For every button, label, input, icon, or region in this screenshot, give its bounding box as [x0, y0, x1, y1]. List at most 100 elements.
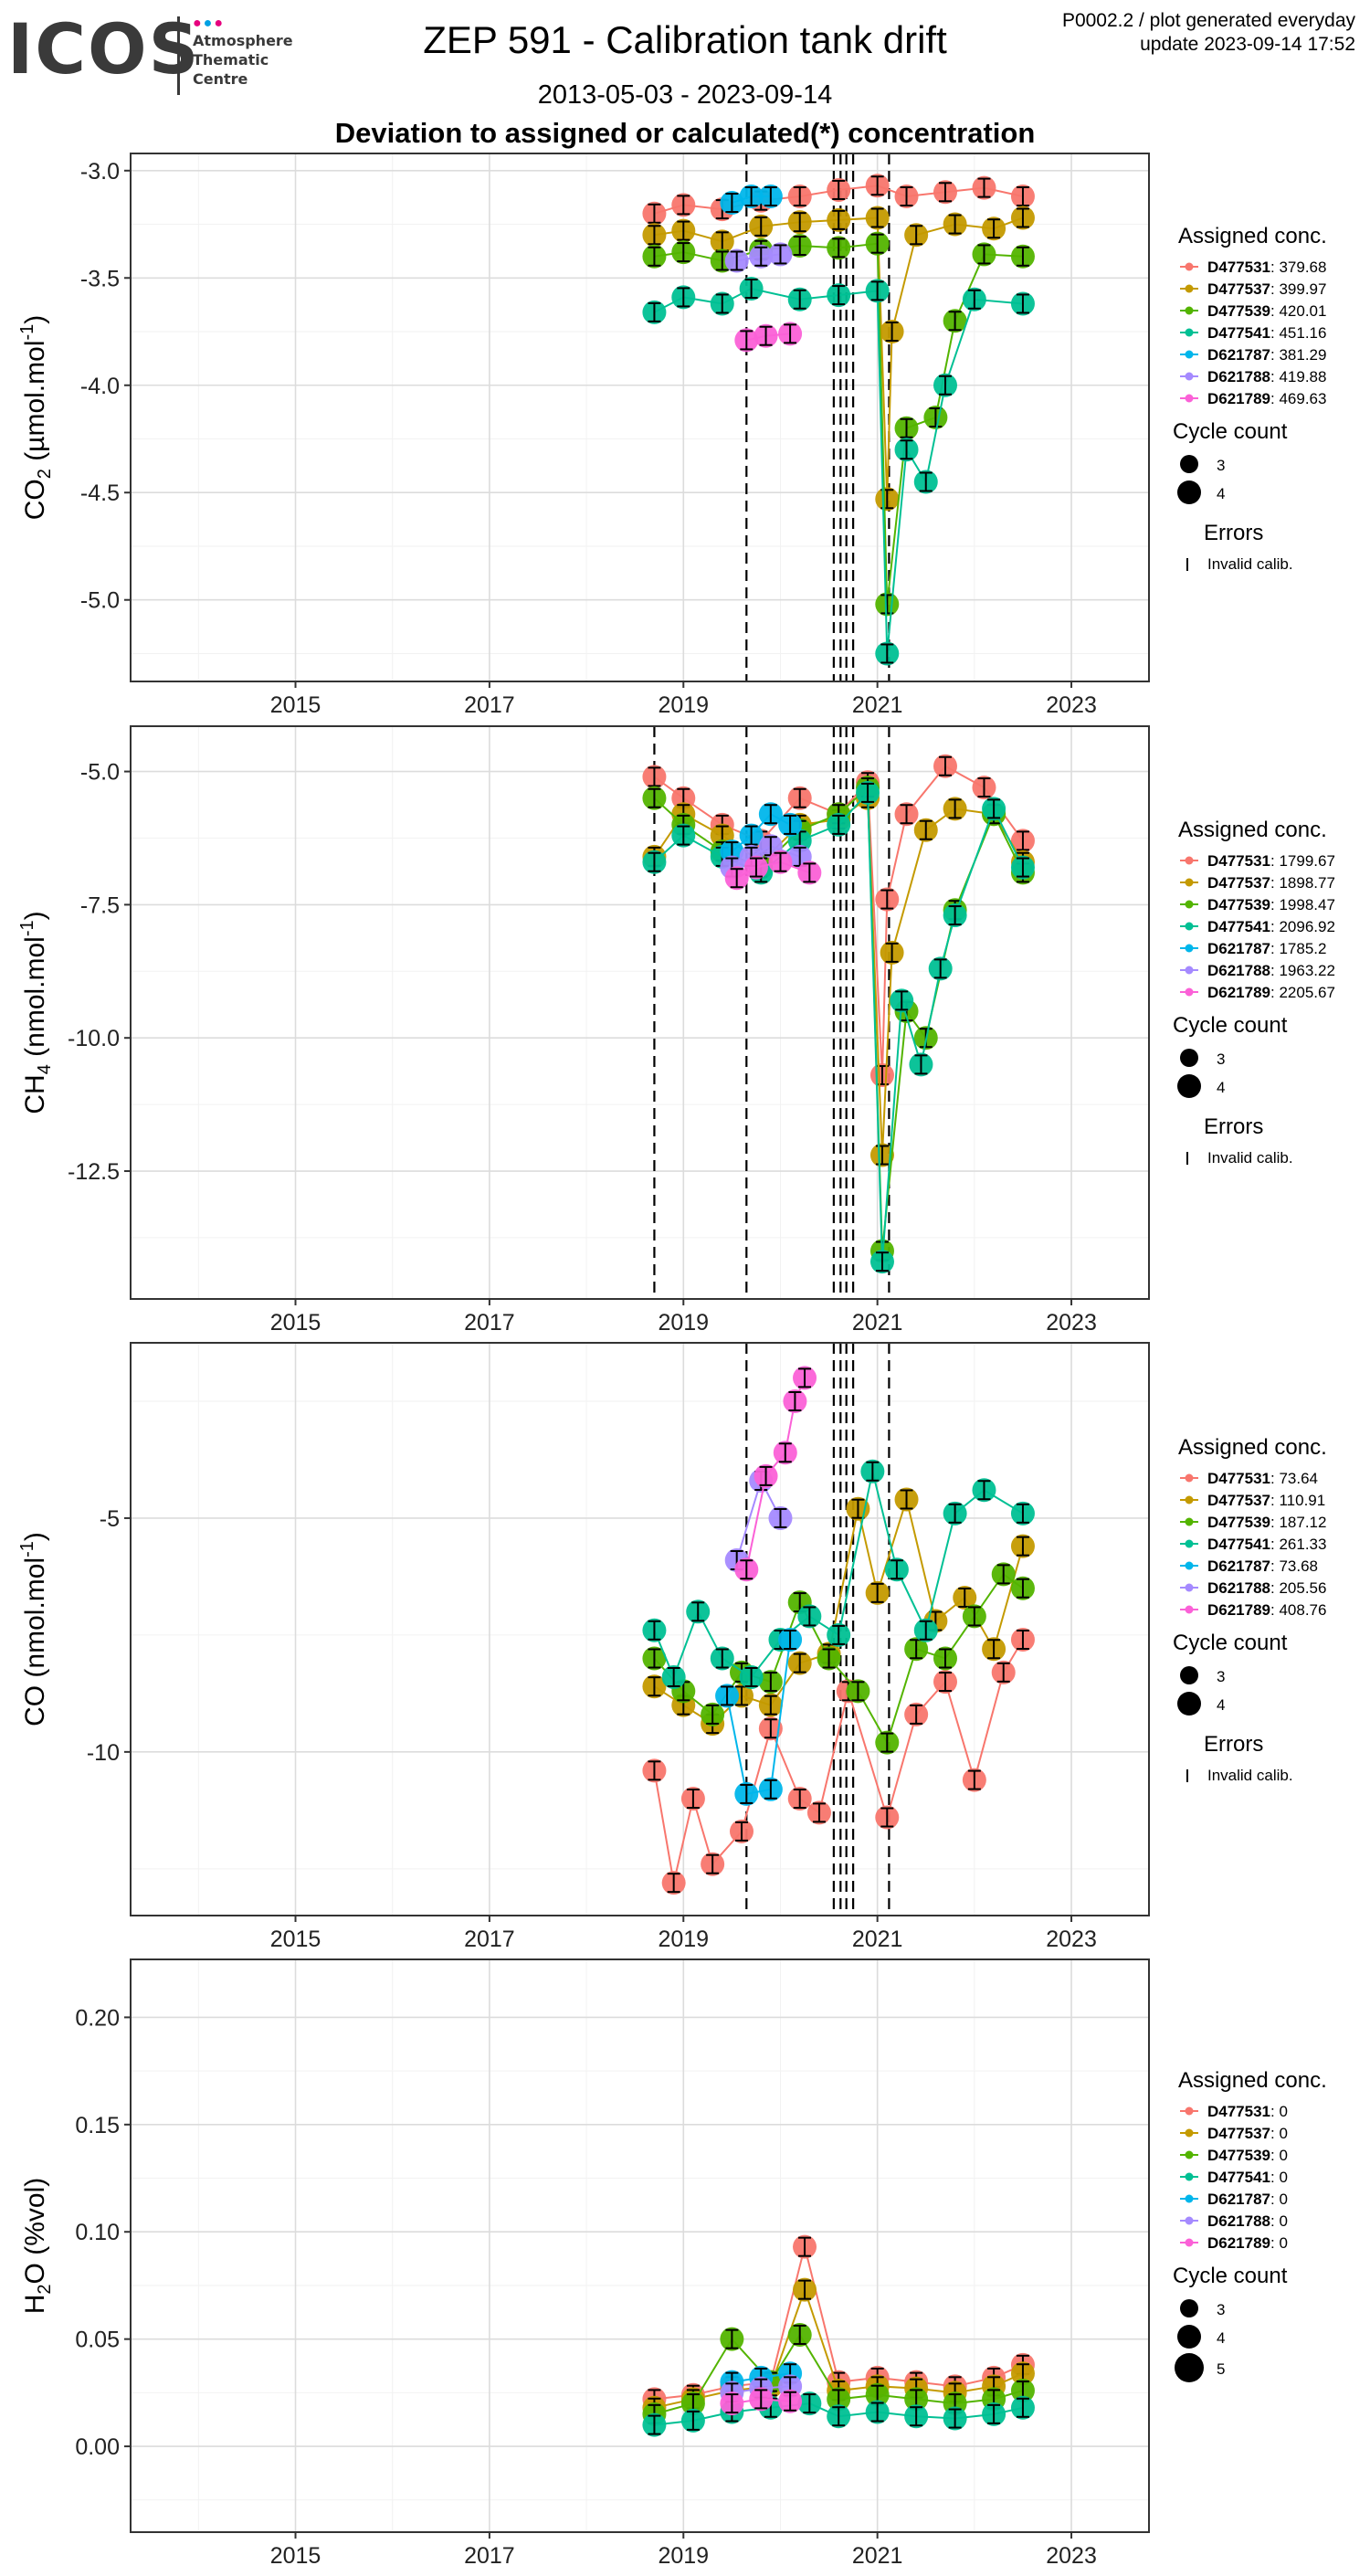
legend-item-value: : 451.16 — [1270, 324, 1326, 342]
legend-size-key — [1177, 2325, 1201, 2349]
y-axis-gas-tail: O — [20, 2263, 50, 2284]
legend-size-key — [1177, 480, 1201, 504]
y-axis-close: ) — [20, 1532, 50, 1541]
y-axis-units-exp: -1 — [17, 1541, 37, 1557]
legend-item: D477537: 110.91 — [1207, 1492, 1325, 1509]
y-tick-label: -5.0 — [80, 588, 120, 614]
y-tick-label: -5 — [100, 1506, 120, 1532]
x-tick-label: 2015 — [270, 1310, 321, 1336]
legend-cycle-title: Cycle count — [1173, 419, 1288, 444]
legend-item-value: : 2096.92 — [1270, 918, 1335, 935]
x-tick-label: 2017 — [464, 2543, 515, 2569]
chart-panel-1: -3.0 -3.5 -4.0 -4.5 -5.0 2015 2017 2019 2021 2023… — [17, 153, 1327, 718]
legend-item: D477541: 2096.92 — [1207, 918, 1335, 935]
legend-key-dot — [1185, 1561, 1194, 1570]
legend-item-value: : 0 — [1270, 2212, 1288, 2230]
legend-item-name: D621787 — [1207, 940, 1270, 957]
legend-title: Assigned conc. — [1178, 818, 1327, 842]
x-tick-label: 2023 — [1046, 1310, 1097, 1336]
legend-cycle-title: Cycle count — [1173, 1013, 1288, 1038]
y-tick-label: -3.0 — [80, 159, 120, 185]
legend-item-value: : 1799.67 — [1270, 852, 1335, 870]
legend: Assigned conc. D477531: 0 D477537: 0 D47753… — [1173, 2068, 1327, 2382]
legend-item: D621788: 205.56 — [1207, 1579, 1326, 1597]
x-tick-label: 2015 — [270, 2543, 321, 2569]
legend-size-key — [1180, 2299, 1198, 2317]
x-tick-label: 2019 — [658, 1310, 709, 1336]
legend-item-value: : 420.01 — [1270, 302, 1326, 320]
date-range: 2013-05-03 - 2023-09-14 — [537, 80, 833, 110]
legend-key-dot — [1185, 2238, 1194, 2247]
legend-item-value: : 1898.77 — [1270, 874, 1335, 892]
x-tick-label: 2017 — [464, 692, 515, 718]
y-tick-label: 0.20 — [75, 2005, 120, 2031]
legend-key-dot — [1185, 2194, 1194, 2203]
y-axis-gas-sub: 4 — [35, 1064, 55, 1074]
legend-item-name: D621788 — [1207, 962, 1270, 979]
series-D477531 — [642, 1628, 1035, 1895]
x-tick-label: 2019 — [658, 692, 709, 718]
legend-errors-title: Errors — [1204, 1114, 1263, 1139]
legend-title: Assigned conc. — [1178, 224, 1327, 248]
legend-errors-label: Invalid calib. — [1207, 1767, 1293, 1784]
legend-item: D477531: 379.68 — [1207, 259, 1326, 276]
y-tick-label: -4.0 — [80, 374, 120, 399]
series-line — [653, 796, 1024, 1156]
legend-item-value: : 0 — [1270, 2191, 1288, 2208]
legend-size-key — [1177, 1074, 1201, 1098]
legend-item: D621789: 408.76 — [1207, 1601, 1326, 1619]
legend-errors-title: Errors — [1204, 1732, 1263, 1757]
chart-panel-4: 0.20 0.15 0.10 0.05 0.00 2015 2017 2019 2021 2023… — [20, 1958, 1327, 2569]
legend-item-value: : 0 — [1270, 2147, 1288, 2164]
series-line — [653, 287, 1024, 654]
y-tick-label: -3.5 — [80, 266, 120, 291]
series-line — [654, 216, 1024, 500]
y-tick-label: -12.5 — [68, 1159, 120, 1185]
legend-key-dot — [1185, 922, 1194, 931]
x-tick-label: 2021 — [852, 692, 903, 718]
legend-item-name: D477531 — [1207, 1470, 1270, 1487]
legend-item-name: D621789 — [1207, 1601, 1270, 1619]
legend-item-name: D477541 — [1207, 1536, 1270, 1553]
legend-size-label: 5 — [1217, 2360, 1225, 2378]
series-line — [653, 790, 1024, 1262]
y-axis-gas-sub: 2 — [35, 469, 55, 479]
legend-item: D477531: 0 — [1207, 2103, 1288, 2120]
legend-item: D621787: 73.68 — [1207, 1557, 1318, 1575]
legend-item: D621789: 0 — [1207, 2234, 1288, 2252]
legend-item-name: D621788 — [1207, 368, 1270, 385]
legend-item-value: : 1998.47 — [1270, 896, 1335, 913]
legend-item: D477541: 451.16 — [1207, 324, 1326, 342]
legend-item-name: D621789 — [1207, 390, 1270, 407]
legend-item-value: : 1963.22 — [1270, 962, 1335, 979]
legend-item-name: D477539 — [1207, 2147, 1270, 2164]
y-axis-gas: CO — [20, 479, 50, 520]
legend-key-dot — [1185, 306, 1194, 315]
legend-key-dot — [1185, 900, 1194, 909]
series-line — [653, 1639, 1024, 1884]
x-tick-label: 2019 — [658, 2543, 709, 2569]
legend-title: Assigned conc. — [1178, 2068, 1327, 2093]
legend-key-dot — [1185, 2172, 1194, 2181]
y-tick-label: -7.5 — [80, 892, 120, 918]
legend-key-dot — [1185, 328, 1194, 337]
legend-item-value: : 2205.67 — [1270, 984, 1335, 1001]
legend-item-value: : 419.88 — [1270, 368, 1326, 385]
legend-item: D477541: 0 — [1207, 2169, 1288, 2186]
legend-size-key — [1180, 1049, 1198, 1067]
legend-item: D621788: 0 — [1207, 2212, 1288, 2230]
legend-item-name: D621788 — [1207, 2212, 1270, 2230]
legend-key-dot — [1185, 2216, 1194, 2225]
legend-item: D477539: 1998.47 — [1207, 896, 1335, 913]
legend-item-name: D621789 — [1207, 984, 1270, 1001]
legend-key-dot — [1185, 2106, 1194, 2116]
legend-item: D477537: 0 — [1207, 2125, 1288, 2142]
legend-item-value: : 379.68 — [1270, 259, 1326, 276]
legend-size-label: 4 — [1217, 1079, 1225, 1096]
legend-title: Assigned conc. — [1178, 1435, 1327, 1460]
y-axis-gas: H — [20, 2295, 50, 2315]
legend-item-value: : 205.56 — [1270, 1579, 1326, 1597]
icos-logo: ICOS ●●● Atmosphere Thematic Centre — [7, 11, 309, 98]
